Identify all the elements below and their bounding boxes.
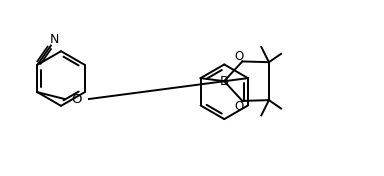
Text: N: N: [50, 33, 60, 46]
Text: O: O: [71, 93, 82, 105]
Text: O: O: [234, 100, 243, 113]
Text: B: B: [220, 75, 229, 88]
Text: O: O: [234, 50, 243, 63]
